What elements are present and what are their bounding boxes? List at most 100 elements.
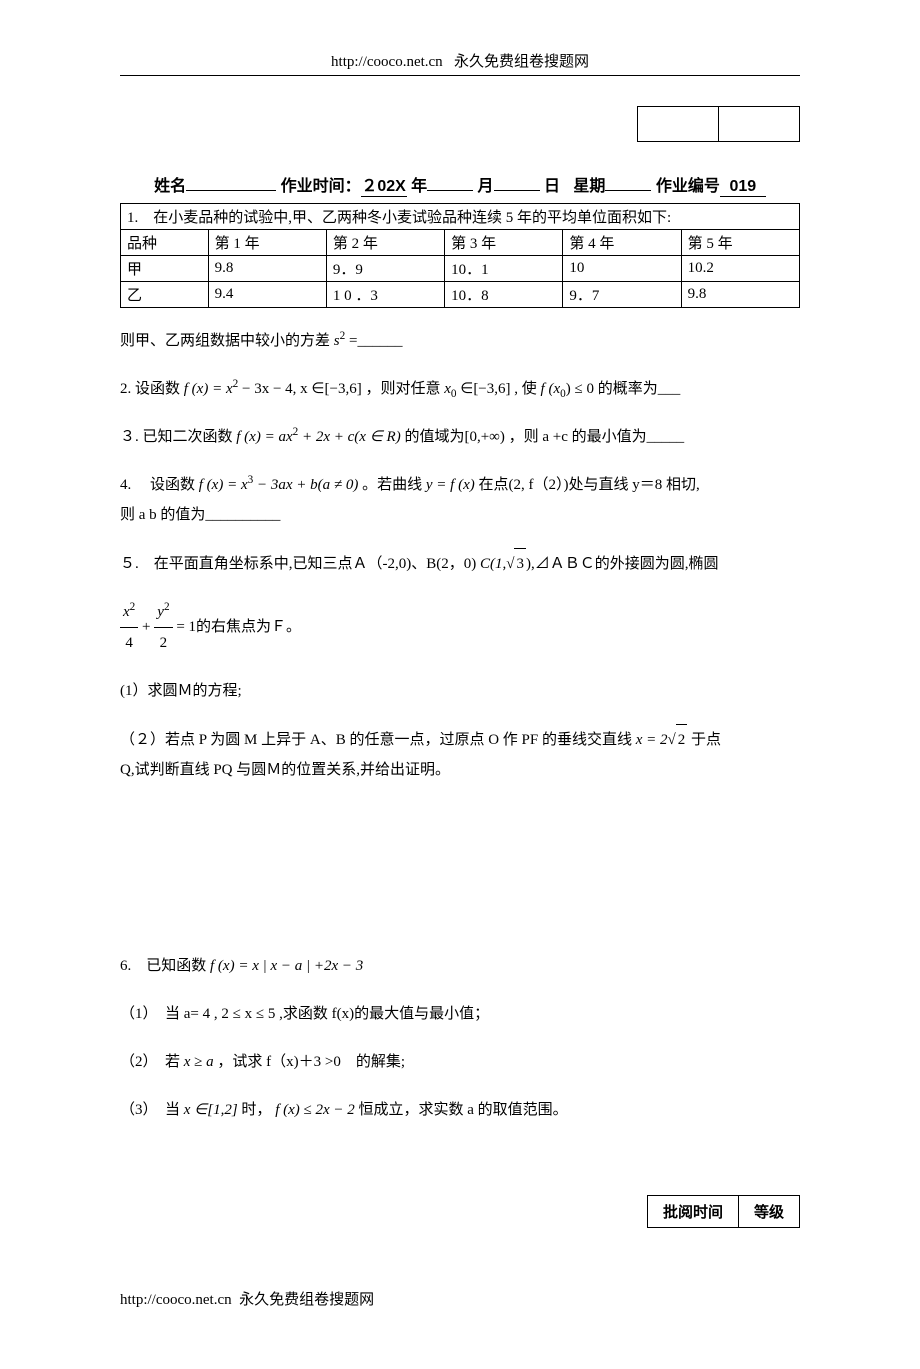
q1-r1c3: 10．1 [445, 256, 563, 282]
q4-d: 则 a b 的值为__________ [120, 507, 280, 523]
spacer [120, 803, 800, 933]
q6-a: 6. 已知函数 [120, 958, 210, 974]
q2-a: 2. 设函数 [120, 381, 184, 397]
q2-fx0: f (x [541, 381, 561, 397]
top-box-cell-2 [719, 107, 800, 142]
hwno-label: 作业编号 [656, 178, 720, 195]
q1-r2c0: 乙 [121, 282, 209, 308]
eval-row: 批阅时间 等级 [120, 1195, 800, 1228]
top-box-table [637, 106, 800, 142]
q1-tail: 则甲、乙两组数据中较小的方差 s2 =______ [120, 326, 800, 356]
year-unit: 年 [411, 178, 427, 195]
q1-row-jia: 甲 9.8 9．9 10．1 10 10.2 [121, 256, 800, 282]
q2-fx2: − 3x − 4, x ∈[−3,6] [238, 381, 361, 397]
header-site-desc: 永久免费组卷搜题网 [454, 54, 589, 70]
weekday-blank [605, 190, 651, 191]
q5-c: 的右焦点为Ｆ。 [196, 619, 301, 635]
q6-p2x: x ≥ a [184, 1054, 214, 1070]
name-blank [186, 190, 276, 191]
q1-r1c0: 甲 [121, 256, 209, 282]
day-blank [494, 190, 540, 191]
q1-r2c4: 9．7 [563, 282, 681, 308]
q4-a: 4. 设函数 [120, 477, 199, 493]
q5-frac1: x24 [120, 597, 138, 658]
q2-fx: f (x) = x [184, 381, 233, 397]
q2-x0r: ∈[−3,6] [457, 381, 511, 397]
q6-p3x: x ∈[1,2] [184, 1102, 238, 1118]
q2-x0: x [444, 381, 451, 397]
q3: ３. 已知二次函数 f (x) = ax2 + 2x + c(x ∈ R) 的值… [120, 422, 800, 452]
q1-r2c5: 9.8 [681, 282, 799, 308]
q2: 2. 设函数 f (x) = x2 − 3x − 4, x ∈[−3,6] ，则… [120, 374, 800, 404]
q4-fx: f (x) = x [199, 477, 248, 493]
q1-r1c2: 9．9 [326, 256, 444, 282]
page-header: http://cooco.net.cn 永久免费组卷搜题网 [120, 50, 800, 71]
name-label: 姓名 [154, 178, 186, 195]
q1-h1: 第 1 年 [208, 230, 326, 256]
q6-p1: （1） 当 a= 4 , 2 ≤ x ≤ 5 ,求函数 f(x)的最大值与最小值… [120, 999, 800, 1029]
q5-a: ５. 在平面直角坐标系中,已知三点Ａ（-2,0)、B(2，0) [120, 556, 480, 572]
q5-b: ,⊿ＡＢＣ的外接圆为圆,椭圆 [531, 556, 719, 572]
q5-p1: (1）求圆Ｍ的方程; [120, 676, 800, 706]
q2-d: 的概率为___ [594, 381, 680, 397]
year-blank: ２02X [361, 172, 407, 197]
day-unit: 日 [544, 178, 560, 195]
q3-c: ，则 a +c 的最小值为_____ [505, 429, 684, 445]
q3-b: 的值域为 [401, 429, 465, 445]
q1-h3: 第 3 年 [445, 230, 563, 256]
q1-h2: 第 2 年 [326, 230, 444, 256]
q6-p3a: （3） 当 [120, 1102, 184, 1118]
q6-p3: （3） 当 x ∈[1,2] 时， f (x) ≤ 2x − 2 恒成立，求实数… [120, 1095, 800, 1125]
q5: ５. 在平面直角坐标系中,已知三点Ａ（-2,0)、B(2，0) C(1,√3),… [120, 548, 800, 579]
q1-r2c2: 1 0 ．3 [326, 282, 444, 308]
footer-url: http://cooco.net.cn [120, 1292, 232, 1308]
top-box-cell-1 [638, 107, 719, 142]
q4-b: 。若曲线 [358, 477, 426, 493]
q3-fx: f (x) = ax [236, 429, 292, 445]
q5-cpt: C(1, [480, 556, 506, 572]
q1-tail-b: =______ [345, 333, 402, 349]
top-box-row [120, 106, 800, 142]
q6-p2a: （2） 若 [120, 1054, 184, 1070]
q6-p3b: 时， [238, 1102, 276, 1118]
q2-fx0b: ) ≤ 0 [566, 381, 594, 397]
q2-c: , 使 [511, 381, 541, 397]
q1-row-header: 品种 第 1 年 第 2 年 第 3 年 第 4 年 第 5 年 [121, 230, 800, 256]
eval-c1: 批阅时间 [647, 1196, 738, 1228]
q5-p2a: （２）若点 P 为圆 M 上异于 A、B 的任意一点，过原点 O 作 PF 的垂… [120, 732, 636, 748]
time-label: 作业时间： [281, 178, 361, 195]
q1-h0: 品种 [121, 230, 209, 256]
q5-p2c: Q,试判断直线 PQ 与圆Ｍ的位置关系,并给出证明。 [120, 762, 450, 778]
q1-row-yi: 乙 9.4 1 0 ．3 10．8 9．7 9.8 [121, 282, 800, 308]
q1-table: 1. 在小麦品种的试验中,甲、乙两种冬小麦试验品种连续 5 年的平均单位面积如下… [120, 203, 800, 308]
q5-p2b: 于点 [687, 732, 721, 748]
q1-h5: 第 5 年 [681, 230, 799, 256]
q3-range: [0,+∞) [464, 429, 504, 445]
q6-p3f: f (x) ≤ 2x − 2 [275, 1102, 355, 1118]
q3-a: ３. 已知二次函数 [120, 429, 236, 445]
q6: 6. 已知函数 f (x) = x | x − a | +2x − 3 [120, 951, 800, 981]
q1-r2c3: 10．8 [445, 282, 563, 308]
month-blank [427, 190, 473, 191]
info-line: 姓名 作业时间：２02X 年 月 日 星期 作业编号019 [120, 172, 800, 197]
month-unit: 月 [478, 178, 494, 195]
page-footer: http://cooco.net.cn 永久免费组卷搜题网 [120, 1288, 800, 1309]
eval-table: 批阅时间 等级 [647, 1195, 800, 1228]
q4-yfx: y = f (x) [426, 477, 475, 493]
q1-intro: 1. 在小麦品种的试验中,甲、乙两种冬小麦试验品种连续 5 年的平均单位面积如下… [121, 204, 800, 230]
header-rule [120, 75, 800, 76]
q1-h4: 第 4 年 [563, 230, 681, 256]
q1-tail-a: 则甲、乙两组数据中较小的方差 [120, 333, 334, 349]
page: http://cooco.net.cn 永久免费组卷搜题网 姓名 作业时间：２0… [0, 0, 920, 1369]
q1-r1c4: 10 [563, 256, 681, 282]
q6-fx: f (x) = x | x − a | +2x − 3 [210, 958, 363, 974]
hwno-blank: 019 [720, 178, 766, 197]
q5-frac2: y22 [154, 597, 172, 658]
q5-eq: x24 + y22 = 1的右焦点为Ｆ。 [120, 597, 800, 658]
q5-p2x: x = 2 [636, 732, 668, 748]
q4: 4. 设函数 f (x) = x3 − 3ax + b(a ≠ 0) 。若曲线 … [120, 470, 800, 530]
header-url[interactable]: http://cooco.net.cn [331, 54, 443, 70]
q5-eq-right: = 1 [176, 619, 196, 635]
q1-r2c1: 9.4 [208, 282, 326, 308]
q6-p2b: ，试求 f（x)＋3 >0 的解集; [214, 1054, 405, 1070]
